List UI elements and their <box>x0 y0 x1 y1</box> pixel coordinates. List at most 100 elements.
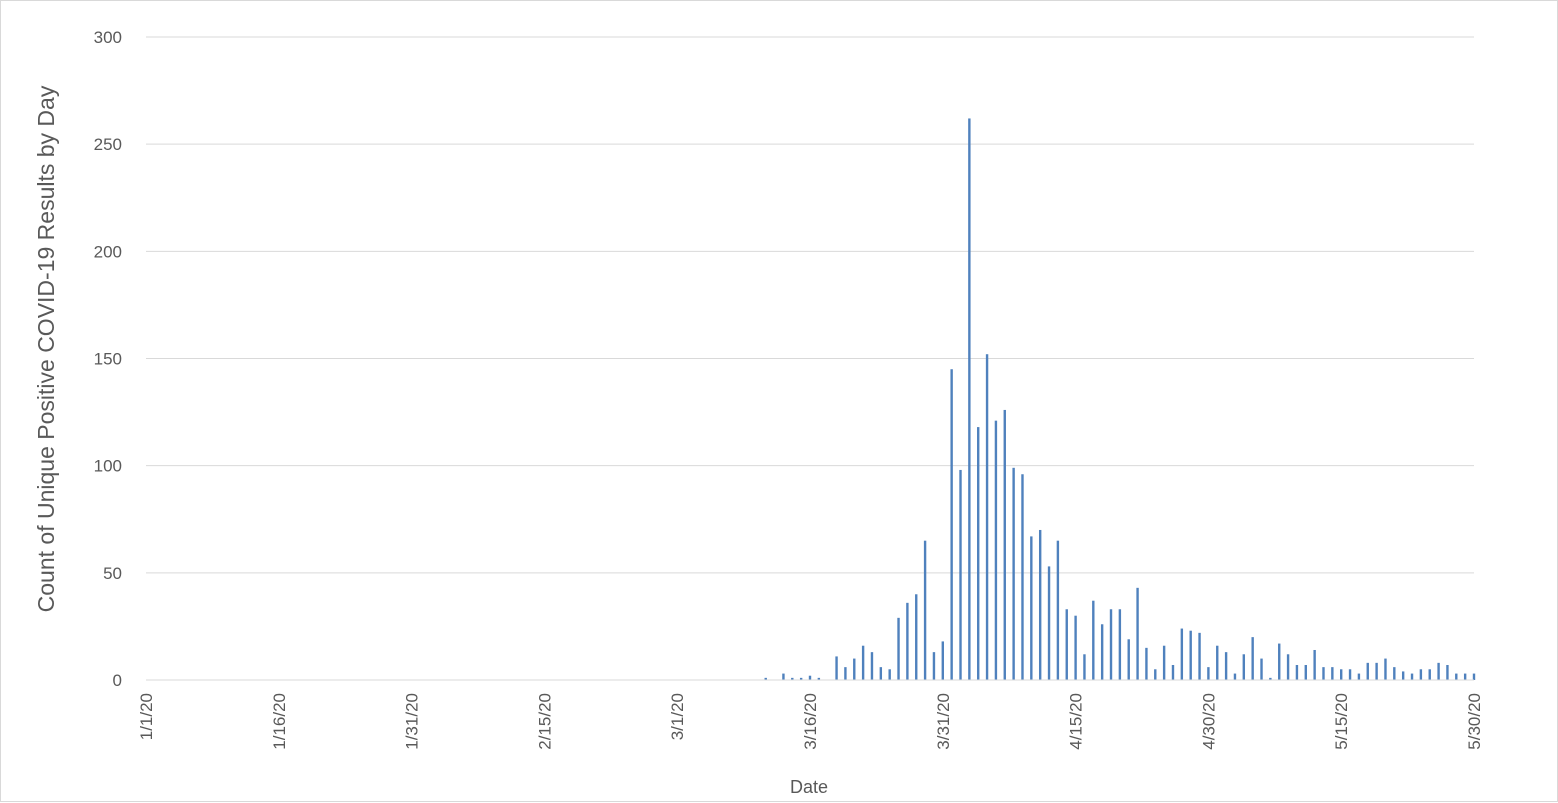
bar <box>994 420 998 680</box>
x-tick-label: 1/16/20 <box>270 693 289 750</box>
bar <box>985 354 989 680</box>
bar <box>844 667 847 680</box>
bar <box>1198 632 1201 680</box>
x-tick-label: 4/15/20 <box>1067 693 1086 750</box>
bar <box>1348 669 1352 680</box>
bar <box>941 641 944 680</box>
bar <box>1313 649 1316 680</box>
y-tick-label: 300 <box>94 28 122 47</box>
bar <box>1357 673 1361 680</box>
bar <box>1145 647 1148 680</box>
bar <box>977 427 980 680</box>
x-tick-label: 1/1/20 <box>137 693 156 740</box>
bar <box>1189 630 1192 680</box>
x-tick-label: 3/16/20 <box>801 693 820 750</box>
bar <box>1242 654 1246 680</box>
bar <box>1065 609 1068 680</box>
x-tick-label: 3/31/20 <box>934 693 953 750</box>
bar <box>782 673 785 680</box>
bar <box>1207 667 1210 680</box>
bar <box>1331 667 1334 680</box>
bar <box>906 602 909 680</box>
bar <box>1136 587 1139 680</box>
bar <box>1047 566 1051 680</box>
bar <box>1038 529 1042 680</box>
bar <box>1393 667 1396 680</box>
y-tick-label: 100 <box>94 457 122 476</box>
bar <box>1083 654 1086 680</box>
bar <box>897 617 900 680</box>
bar <box>1021 474 1024 680</box>
bar <box>1286 654 1290 680</box>
x-axis-ticks: 1/1/20 1/16/20 1/31/20 2/15/20 3/1/20 3/16/20… <box>137 693 1484 750</box>
x-tick-label: 2/15/20 <box>535 693 554 750</box>
bar <box>1233 673 1237 680</box>
bar <box>950 369 953 680</box>
bar <box>1322 667 1325 680</box>
y-tick-label: 50 <box>103 564 122 583</box>
bar <box>861 645 865 680</box>
bar <box>1171 665 1175 680</box>
bar <box>791 677 794 680</box>
bar <box>1419 669 1423 680</box>
x-tick-label: 3/1/20 <box>668 693 687 740</box>
bar <box>799 677 803 680</box>
bar <box>1463 673 1467 680</box>
x-axis-title: Date <box>790 777 828 797</box>
bar <box>915 594 918 680</box>
bar <box>1109 609 1113 680</box>
bar <box>1100 624 1104 680</box>
bar <box>1074 615 1077 680</box>
bar <box>1162 645 1166 680</box>
bar <box>968 118 971 680</box>
bar <box>1003 409 1006 680</box>
y-tick-label: 250 <box>94 135 122 154</box>
y-axis-ticks: 0 50 100 150 200 250 300 <box>94 28 122 690</box>
bar <box>1455 673 1458 680</box>
bar <box>1251 637 1254 680</box>
bar <box>959 469 962 680</box>
y-tick-label: 0 <box>113 671 122 690</box>
x-tick-label: 4/30/20 <box>1199 693 1218 750</box>
bar <box>1118 609 1122 680</box>
y-tick-label: 200 <box>94 242 122 261</box>
gridlines <box>146 36 1474 574</box>
bar <box>1154 669 1157 680</box>
x-tick-label: 5/15/20 <box>1332 693 1351 750</box>
bar <box>1278 643 1281 680</box>
bar <box>1216 645 1219 680</box>
bar <box>1375 662 1378 680</box>
bar <box>1472 673 1476 680</box>
y-axis-title: Count of Unique Positive COVID-19 Result… <box>33 85 59 612</box>
x-tick-label: 1/31/20 <box>403 693 422 750</box>
bar <box>932 652 936 680</box>
bar <box>808 675 812 680</box>
bar <box>1030 536 1033 680</box>
bar <box>1224 652 1228 680</box>
bar <box>888 669 891 680</box>
bar <box>1401 671 1405 680</box>
bar <box>853 658 856 680</box>
bar <box>1446 665 1449 680</box>
bar <box>1269 677 1272 680</box>
bar <box>1260 658 1263 680</box>
y-tick-label: 150 <box>94 350 122 369</box>
bar <box>1410 673 1414 680</box>
bar <box>1012 467 1015 680</box>
bar <box>1304 665 1307 680</box>
bar <box>923 540 927 680</box>
bar <box>835 656 838 680</box>
bar <box>1366 662 1369 680</box>
bar <box>817 677 821 680</box>
bar <box>879 667 883 680</box>
bar <box>1428 669 1431 680</box>
bar <box>1180 628 1184 680</box>
bar <box>764 677 767 680</box>
bar <box>1384 658 1387 680</box>
bar <box>1092 600 1095 680</box>
bar <box>1056 540 1060 680</box>
bar <box>1340 669 1343 680</box>
x-tick-label: 5/30/20 <box>1465 693 1484 750</box>
